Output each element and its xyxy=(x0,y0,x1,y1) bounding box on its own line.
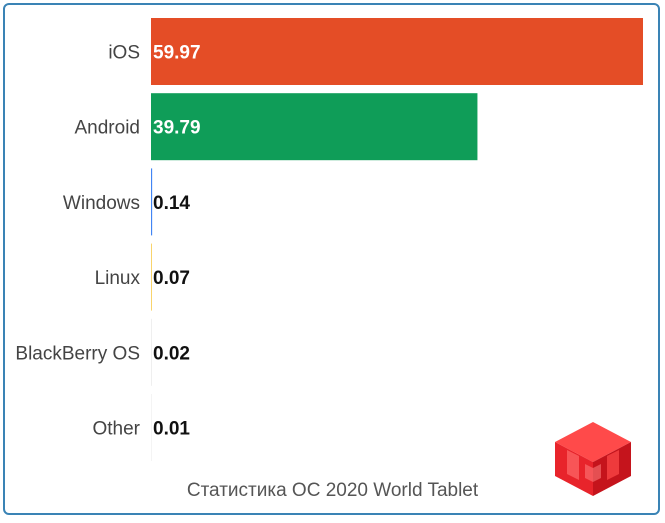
category-label-blackberry-os: BlackBerry OS xyxy=(15,343,140,364)
value-label-android: 39.79 xyxy=(153,118,201,139)
value-label-windows: 0.14 xyxy=(153,193,190,214)
category-label-linux: Linux xyxy=(95,268,141,289)
bar-ios xyxy=(151,18,643,85)
bar-windows xyxy=(151,168,153,236)
category-label-other: Other xyxy=(92,419,140,440)
category-label-windows: Windows xyxy=(63,193,140,214)
chart-title: Статистика ОС 2020 World Tablet xyxy=(186,480,479,501)
cube-logo-icon xyxy=(555,422,631,496)
bar-linux xyxy=(151,243,152,311)
value-label-ios: 59.97 xyxy=(153,43,201,64)
bar-android xyxy=(151,93,478,161)
chart-frame xyxy=(3,3,660,515)
value-label-other: 0.01 xyxy=(153,419,190,440)
category-label-android: Android xyxy=(75,118,141,139)
category-label-ios: iOS xyxy=(108,43,140,64)
value-label-linux: 0.07 xyxy=(153,268,190,289)
value-label-blackberry-os: 0.02 xyxy=(153,343,190,364)
